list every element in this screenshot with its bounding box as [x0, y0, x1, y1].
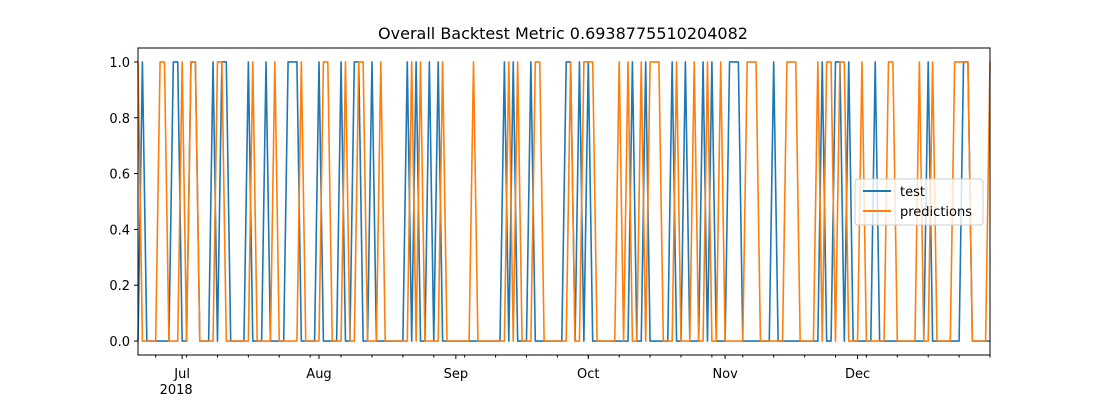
legend-label-test: test	[900, 185, 925, 200]
y-tick-label: 0.8	[109, 112, 130, 127]
chart-title: Overall Backtest Metric 0.69387755102040…	[378, 24, 748, 43]
x-tick-label: Aug	[306, 367, 331, 382]
series-line-predictions	[137, 61, 991, 342]
y-tick-label: 0.6	[109, 168, 130, 183]
y-tick-label: 0.2	[109, 279, 130, 294]
y-tick-label: 0.0	[109, 335, 130, 350]
x-tick-label: Jul	[173, 367, 190, 382]
x-tick-label: Oct	[577, 367, 599, 382]
y-tick-label: 1.0	[109, 56, 130, 71]
legend: test predictions	[854, 178, 984, 226]
x-tick-label: Nov	[712, 367, 738, 382]
legend-label-predictions: predictions	[900, 205, 972, 220]
x-tick-label: Sep	[444, 367, 469, 382]
y-tick-label: 0.4	[109, 223, 130, 238]
series-layer	[137, 61, 991, 342]
x-tick-label: Dec	[845, 367, 870, 382]
plot-frame	[137, 47, 991, 356]
x-tick-sublabel: 2018	[160, 383, 193, 398]
y-axis: 0.0 0.2 0.4 0.6 0.8 1.0	[109, 56, 138, 350]
